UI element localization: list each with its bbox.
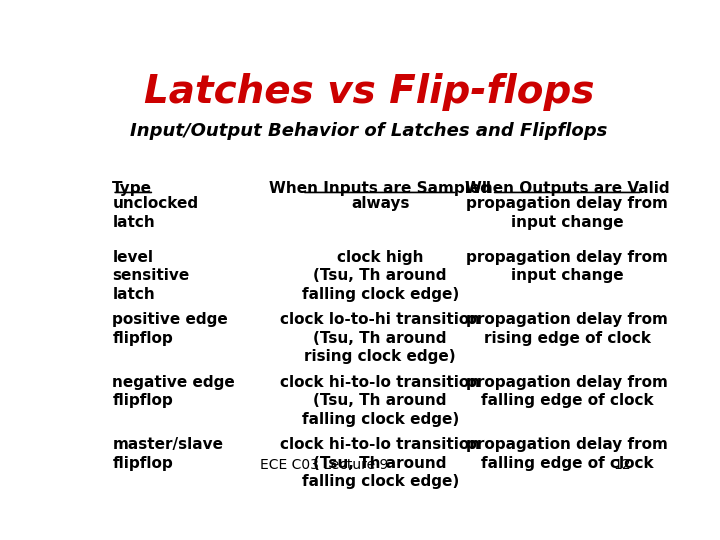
Text: propagation delay from
falling edge of clock: propagation delay from falling edge of c… (466, 375, 668, 408)
Text: propagation delay from
input change: propagation delay from input change (466, 250, 668, 284)
Text: 12: 12 (613, 458, 631, 472)
Text: clock hi-to-lo transition
(Tsu, Th around
falling clock edge): clock hi-to-lo transition (Tsu, Th aroun… (280, 437, 480, 489)
Text: Latches vs Flip-flops: Latches vs Flip-flops (144, 73, 594, 111)
Text: master/slave
flipflop: master/slave flipflop (112, 437, 223, 470)
Text: level
sensitive
latch: level sensitive latch (112, 250, 189, 302)
Text: clock hi-to-lo transition
(Tsu, Th around
falling clock edge): clock hi-to-lo transition (Tsu, Th aroun… (280, 375, 480, 427)
Text: clock high
(Tsu, Th around
falling clock edge): clock high (Tsu, Th around falling clock… (302, 250, 459, 302)
Text: propagation delay from
input change: propagation delay from input change (466, 196, 668, 230)
Text: Input/Output Behavior of Latches and Flipflops: Input/Output Behavior of Latches and Fli… (130, 123, 608, 140)
Text: propagation delay from
rising edge of clock: propagation delay from rising edge of cl… (466, 312, 668, 346)
Text: positive edge
flipflop: positive edge flipflop (112, 312, 228, 346)
Text: ECE C03 Lecture 9: ECE C03 Lecture 9 (260, 458, 389, 472)
Text: Type: Type (112, 181, 153, 196)
Text: always: always (351, 196, 410, 211)
Text: When Outputs are Valid: When Outputs are Valid (465, 181, 670, 196)
Text: propagation delay from
falling edge of clock: propagation delay from falling edge of c… (466, 437, 668, 470)
Text: clock lo-to-hi transition
(Tsu, Th around
rising clock edge): clock lo-to-hi transition (Tsu, Th aroun… (280, 312, 480, 365)
Text: unclocked
latch: unclocked latch (112, 196, 199, 230)
Text: negative edge
flipflop: negative edge flipflop (112, 375, 235, 408)
Text: When Inputs are Sampled: When Inputs are Sampled (269, 181, 491, 196)
